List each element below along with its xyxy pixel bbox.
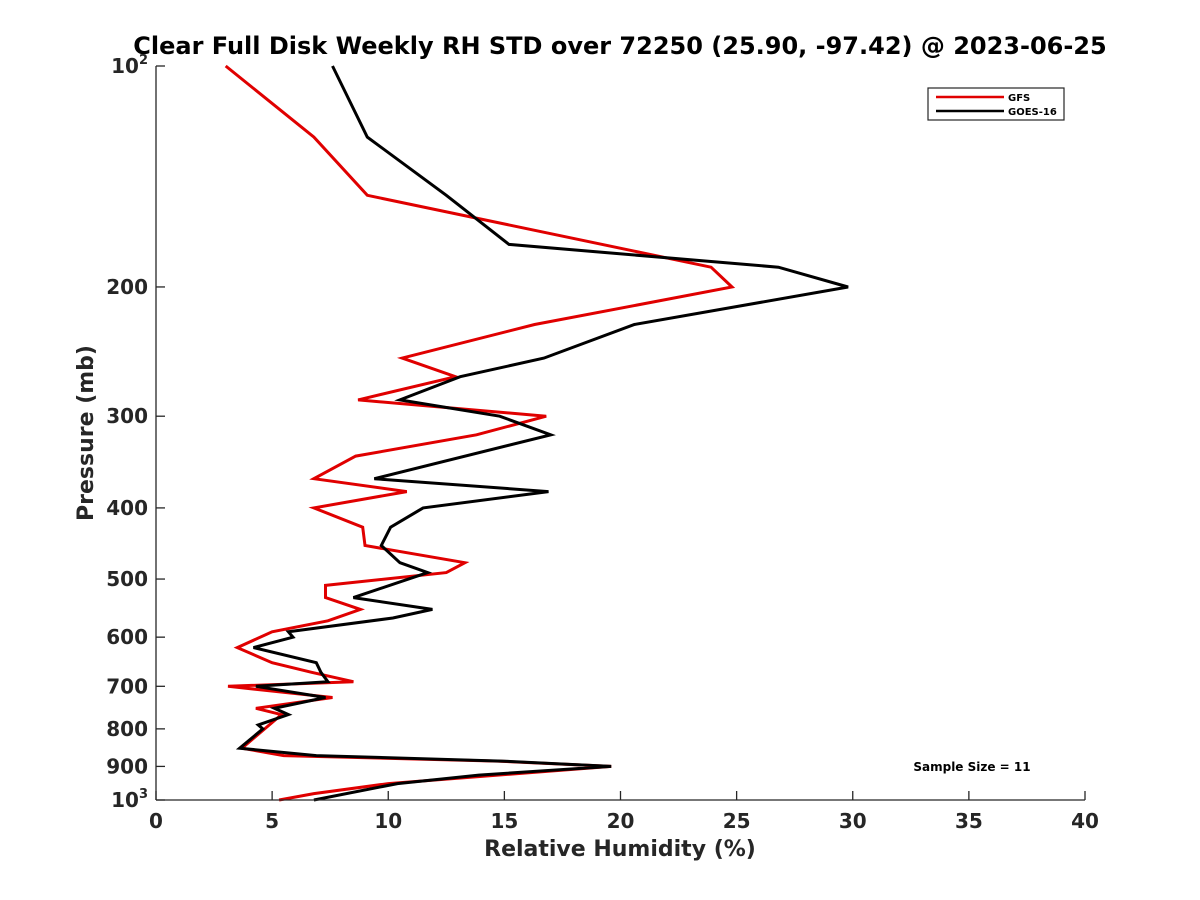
y-tick-label: 600 — [106, 625, 148, 649]
legend-label-goes16: GOES-16 — [1008, 107, 1057, 118]
legend-label-gfs: GFS — [1008, 93, 1030, 104]
y-tick-label-top: 102 — [111, 53, 148, 78]
y-tick-label: 900 — [106, 754, 148, 778]
x-tick-label: 30 — [839, 809, 867, 833]
x-tick-label: 15 — [490, 809, 518, 833]
y-axis-label: Pressure (mb) — [74, 345, 99, 521]
series-line-gfs — [224, 64, 736, 802]
x-tick-label: 0 — [149, 809, 163, 833]
y-tick-label: 700 — [106, 674, 148, 698]
x-axis-label: Relative Humidity (%) — [484, 837, 756, 862]
y-tick-label: 400 — [106, 496, 148, 520]
legend-box — [927, 87, 1065, 121]
chart-title: Clear Full Disk Weekly RH STD over 72250… — [133, 32, 1106, 60]
series-line-goes16 — [235, 65, 849, 802]
axes-layer: 0 5 10 15 20 25 30 35 40 200 300 400 500 600 700 800 900… — [106, 53, 1099, 833]
series-layer — [224, 64, 849, 802]
legend: GFS GOES-16 — [927, 87, 1065, 121]
x-tick-label: 25 — [723, 809, 751, 833]
x-tick-label: 40 — [1071, 809, 1099, 833]
x-tick-label: 35 — [955, 809, 983, 833]
y-tick-label: 800 — [106, 717, 148, 741]
y-tick-label: 300 — [106, 404, 148, 428]
y-tick-label: 200 — [106, 275, 148, 299]
x-tick-label: 20 — [607, 809, 635, 833]
y-tick-label-bottom: 103 — [111, 787, 148, 812]
x-tick-label: 5 — [265, 809, 279, 833]
sample-size-annotation: Sample Size = 11 — [913, 760, 1030, 774]
x-tick-label: 10 — [374, 809, 402, 833]
y-tick-label: 500 — [106, 567, 148, 591]
